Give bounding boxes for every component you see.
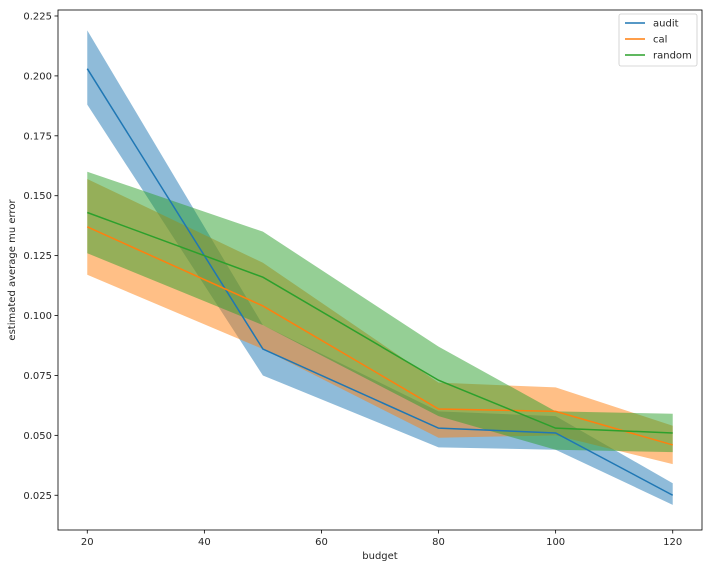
confidence-bands	[87, 30, 673, 505]
y-tick-label: 0.200	[23, 71, 52, 82]
legend-label-cal: cal	[653, 35, 667, 46]
plot-frame	[57, 9, 703, 531]
y-tick-label: 0.025	[23, 491, 52, 502]
legend-box	[618, 13, 698, 67]
x-tick-label: 40	[198, 537, 211, 548]
x-tick-label: 80	[432, 537, 445, 548]
y-tick-label: 0.225	[23, 11, 52, 22]
y-tick-label: 0.150	[23, 191, 52, 202]
x-tick-label: 60	[315, 537, 328, 548]
line-random	[87, 211, 673, 434]
series-lines	[86, 68, 674, 496]
x-axis-label: budget	[362, 551, 398, 562]
x-tick-label: 100	[546, 537, 565, 548]
y-axis: 0.025 0.050 0.075 0.100 0.125 0.150 0.175 0.200…	[23, 11, 58, 502]
y-axis-label: estimated average mu error	[7, 199, 18, 341]
y-tick-label: 0.125	[23, 251, 52, 262]
x-tick-label: 120	[663, 537, 682, 548]
y-tick-label: 0.050	[23, 431, 52, 442]
legend-label-audit: audit	[653, 19, 679, 30]
y-tick-label: 0.175	[23, 131, 52, 142]
legend-label-random: random	[653, 51, 692, 62]
band-random	[87, 171, 673, 453]
y-tick-label: 0.075	[23, 371, 52, 382]
y-tick-label: 0.100	[23, 311, 52, 322]
legend: audit cal random	[618, 13, 698, 67]
x-tick-label: 20	[81, 537, 94, 548]
x-axis: 20 40 60 80 100 120	[81, 530, 682, 548]
line-cal	[86, 226, 673, 446]
